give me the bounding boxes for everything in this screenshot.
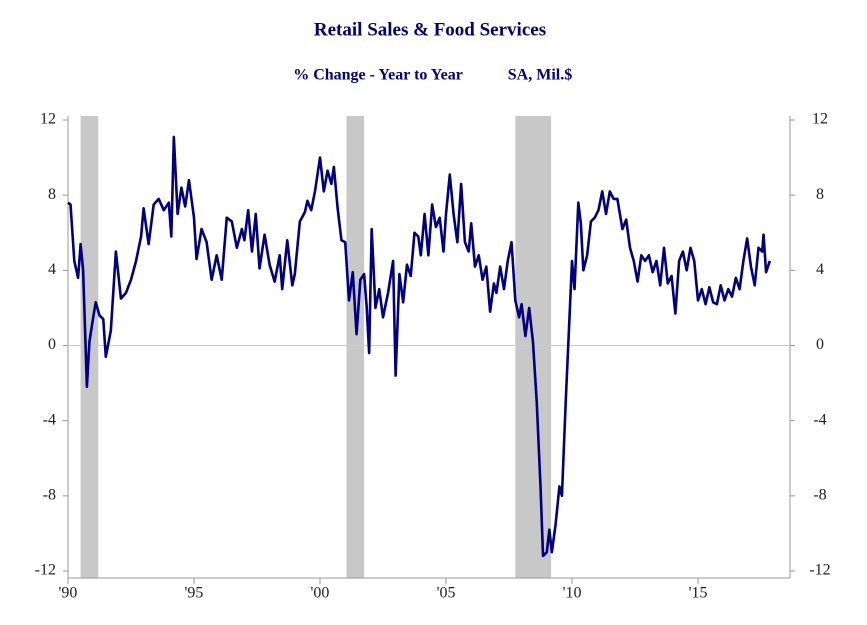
chart-subtitle: % Change - Year to Year: [293, 67, 463, 84]
y-tick-label: -4: [43, 411, 56, 428]
y2-tick-label: 4: [816, 261, 824, 278]
y2-tick-label: -4: [813, 411, 826, 428]
series-line: [67, 135, 772, 558]
y2-tick-label: -12: [809, 562, 830, 579]
y-tick-label: -12: [35, 562, 56, 579]
x-tick-label: '90: [59, 585, 78, 602]
y-tick-label: 4: [48, 261, 56, 278]
y-tick-label: -8: [43, 487, 56, 504]
y2-tick-label: 0: [816, 336, 824, 353]
y-tick-label: 8: [48, 186, 56, 203]
x-tick-label: '10: [563, 585, 582, 602]
x-tick-label: '15: [689, 585, 708, 602]
x-tick-label: '00: [311, 585, 330, 602]
chart-title: Retail Sales & Food Services: [314, 19, 546, 40]
x-tick-label: '05: [437, 585, 456, 602]
y2-tick-label: 8: [816, 186, 824, 203]
recession-band: [346, 116, 365, 578]
y-tick-label: 12: [40, 111, 56, 128]
y-tick-label: 0: [48, 336, 56, 353]
y2-tick-label: -8: [813, 487, 826, 504]
x-tick-label: '95: [185, 585, 204, 602]
y2-tick-label: 12: [812, 111, 828, 128]
chart-subtitle-unit: SA, Mil.$: [508, 67, 572, 84]
